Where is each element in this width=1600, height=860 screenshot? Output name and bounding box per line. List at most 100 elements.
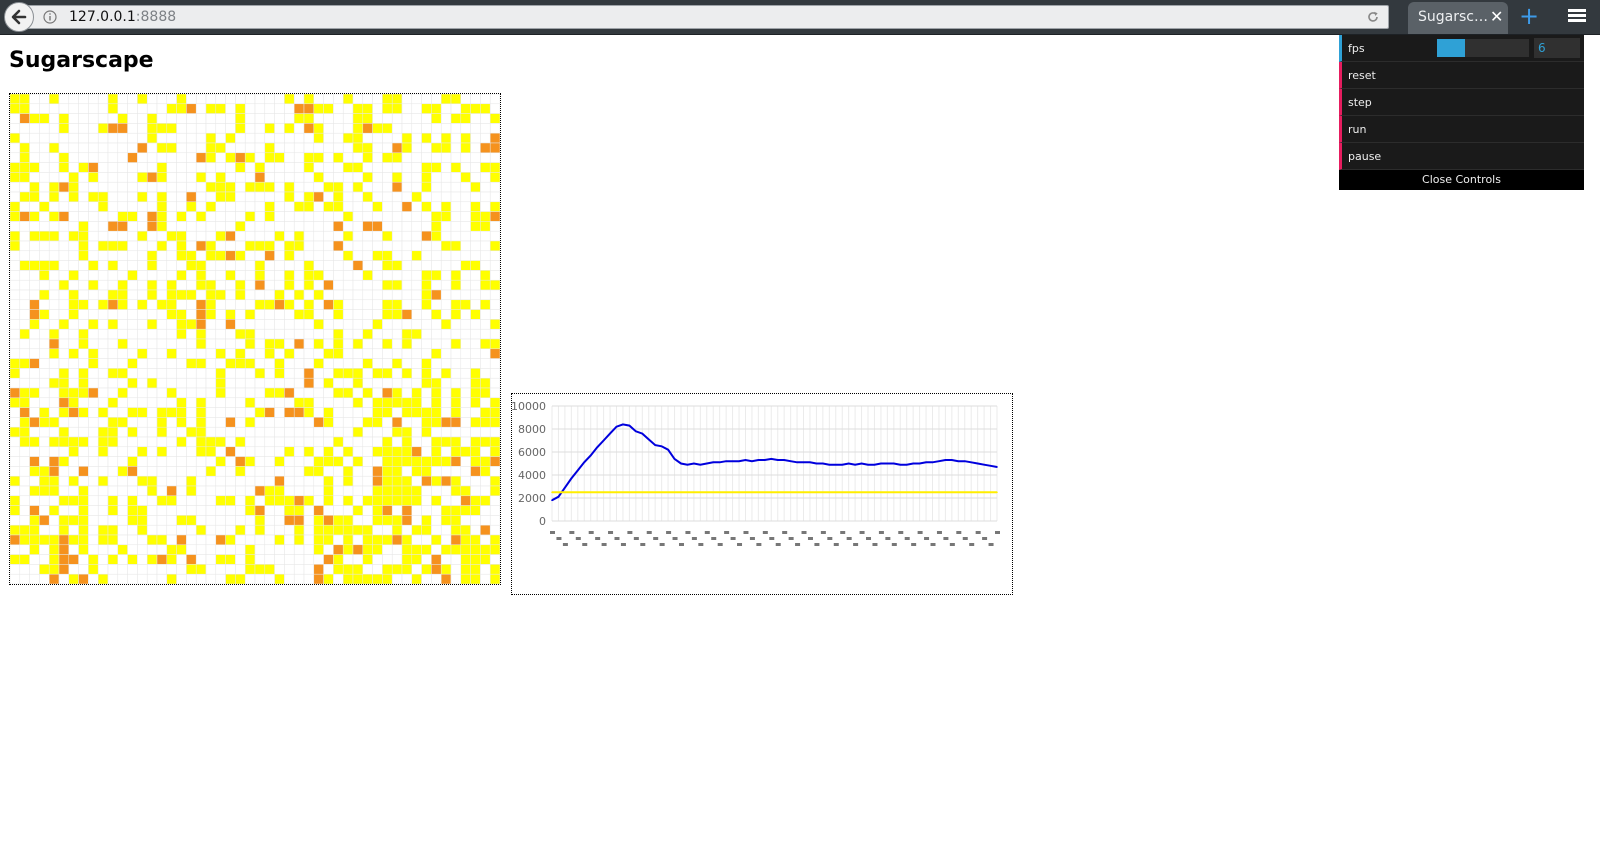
grid-cell: [411, 123, 422, 134]
grid-cell: [137, 132, 148, 144]
grid-cell: [440, 309, 452, 320]
grid-cell: [39, 485, 50, 497]
grid-cell: [166, 191, 177, 203]
grid-cell: [382, 289, 393, 301]
grid-cell: [10, 475, 21, 487]
grid-cell: [176, 328, 187, 340]
new-tab-button[interactable]: +: [1519, 2, 1540, 30]
grid-cell: [156, 279, 168, 291]
sugarscape-grid[interactable]: [9, 93, 501, 585]
hamburger-menu-icon[interactable]: [1568, 9, 1586, 23]
grid-cell: [156, 162, 168, 173]
grid-cell: [284, 328, 295, 340]
data-point-1: [841, 491, 844, 494]
grid-cell: [215, 348, 226, 359]
data-point-0: [628, 424, 631, 427]
grid-cell: [411, 94, 422, 105]
grid-cell: [146, 103, 158, 114]
grid-cell: [235, 211, 246, 222]
grid-cell: [117, 230, 128, 242]
grid-cell: [411, 456, 422, 467]
grid-cell: [303, 348, 315, 359]
reset-button[interactable]: reset: [1339, 62, 1584, 89]
back-button[interactable]: [4, 2, 34, 32]
grid-cell: [205, 417, 217, 428]
info-icon[interactable]: [43, 10, 57, 24]
grid-cell: [440, 377, 452, 389]
grid-cell: [78, 485, 89, 497]
grid-cell: [146, 338, 158, 350]
address-bar[interactable]: 127.0.0.1:8888: [22, 5, 1389, 29]
data-point-1: [809, 491, 811, 494]
grid-cell: [156, 564, 168, 575]
grid-cell: [264, 211, 275, 222]
grid-cell: [39, 573, 50, 584]
grid-cell: [235, 436, 246, 448]
grid-cell: [127, 573, 138, 584]
grid-cell: [117, 485, 128, 497]
run-button[interactable]: run: [1339, 116, 1584, 143]
grid-cell: [235, 368, 246, 379]
grid-cell: [244, 230, 256, 242]
grid-cell: [303, 515, 315, 526]
grid-cell: [421, 515, 432, 526]
fps-input[interactable]: 6: [1534, 38, 1580, 58]
grid-cell: [68, 299, 79, 310]
grid-cell: [450, 211, 462, 222]
grid-cell: [342, 132, 354, 144]
grid-cell: [274, 123, 285, 134]
grid-cell: [303, 417, 315, 428]
grid-cell: [372, 250, 383, 261]
grid-cell: [401, 515, 413, 526]
pause-button[interactable]: pause: [1339, 143, 1584, 170]
grid-cell: [205, 534, 217, 546]
grid-cell: [489, 191, 500, 203]
fps-slider[interactable]: [1437, 39, 1529, 57]
grid-cell: [127, 279, 138, 291]
grid-cell: [235, 358, 246, 369]
grid-cell: [440, 573, 452, 584]
grid-cell: [107, 466, 119, 477]
grid-cell: [195, 397, 207, 408]
grid-cell: [450, 260, 462, 271]
grid-cell: [284, 544, 295, 555]
grid-cell: [156, 240, 168, 252]
grid-cell: [303, 544, 315, 555]
grid-cell: [421, 505, 432, 516]
reload-icon[interactable]: [1366, 10, 1380, 24]
step-button[interactable]: step: [1339, 89, 1584, 116]
grid-cell: [401, 230, 413, 242]
grid-cell: [235, 328, 246, 340]
close-tab-icon[interactable]: ✕: [1490, 7, 1504, 26]
grid-cell: [205, 573, 217, 584]
grid-cell: [440, 407, 452, 418]
grid-cell: [362, 328, 373, 340]
grid-cell: [29, 142, 40, 154]
grid-cell: [127, 103, 138, 114]
grid-cell: [372, 456, 383, 467]
grid-cell: [460, 181, 471, 193]
grid-cell: [401, 250, 413, 261]
grid-cell: [431, 397, 442, 408]
grid-cell: [225, 417, 236, 428]
grid-cell: [264, 554, 275, 565]
grid-cell: [244, 358, 256, 369]
grid-cell: [254, 260, 266, 271]
tab-sugarscape[interactable]: Sugarscape ✕: [1408, 2, 1508, 34]
grid-cell: [78, 368, 89, 379]
grid-cell: [166, 564, 177, 575]
grid-cell: [431, 94, 442, 105]
grid-cell: [382, 221, 393, 232]
grid-cell: [48, 554, 60, 565]
grid-cell: [68, 103, 79, 114]
data-point-1: [764, 491, 766, 494]
grid-cell: [225, 466, 236, 477]
grid-cell: [254, 132, 266, 144]
grid-cell: [411, 250, 422, 261]
grid-cell: [166, 299, 177, 310]
grid-cell: [470, 289, 481, 301]
grid-cell: [401, 191, 413, 203]
grid-cell: [342, 446, 354, 457]
grid-cell: [117, 279, 128, 291]
close-controls-button[interactable]: Close Controls: [1339, 170, 1584, 190]
